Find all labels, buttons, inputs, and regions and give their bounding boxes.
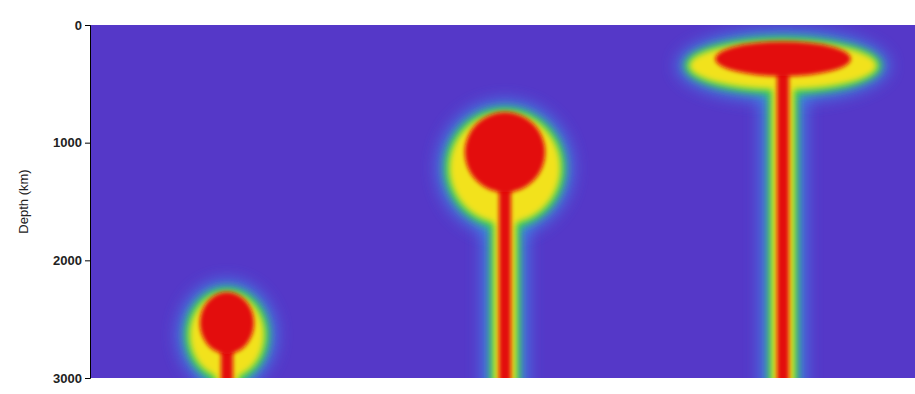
tick-mark bbox=[85, 378, 90, 379]
y-axis-title: Depth (km) bbox=[16, 169, 31, 233]
tick-label: 3000 bbox=[53, 371, 82, 386]
chart: 0 1000 2000 3000 Depth (km) bbox=[0, 0, 915, 394]
tick: 0 bbox=[75, 18, 90, 33]
tick-mark bbox=[85, 260, 90, 261]
tick: 2000 bbox=[53, 253, 90, 268]
plume-head bbox=[200, 292, 254, 354]
tick-mark bbox=[85, 25, 90, 26]
plume-stem bbox=[499, 168, 511, 378]
tick-label: 1000 bbox=[53, 135, 82, 150]
tick-label: 0 bbox=[75, 18, 82, 33]
tick: 3000 bbox=[53, 371, 90, 386]
plume bbox=[177, 280, 276, 378]
plume-stem bbox=[760, 66, 806, 378]
plumes bbox=[177, 29, 889, 378]
plume bbox=[437, 100, 573, 378]
plume-head bbox=[465, 112, 545, 192]
plume-stem bbox=[768, 66, 798, 378]
plume-head bbox=[715, 41, 851, 76]
plume-stem bbox=[772, 66, 794, 378]
tick-label: 2000 bbox=[53, 253, 82, 268]
tick: 1000 bbox=[53, 135, 90, 150]
plume bbox=[677, 29, 889, 378]
plume-stem bbox=[777, 66, 789, 378]
axis-line bbox=[85, 26, 91, 379]
y-axis: 0 1000 2000 3000 bbox=[53, 18, 90, 386]
tick-mark bbox=[85, 143, 90, 144]
